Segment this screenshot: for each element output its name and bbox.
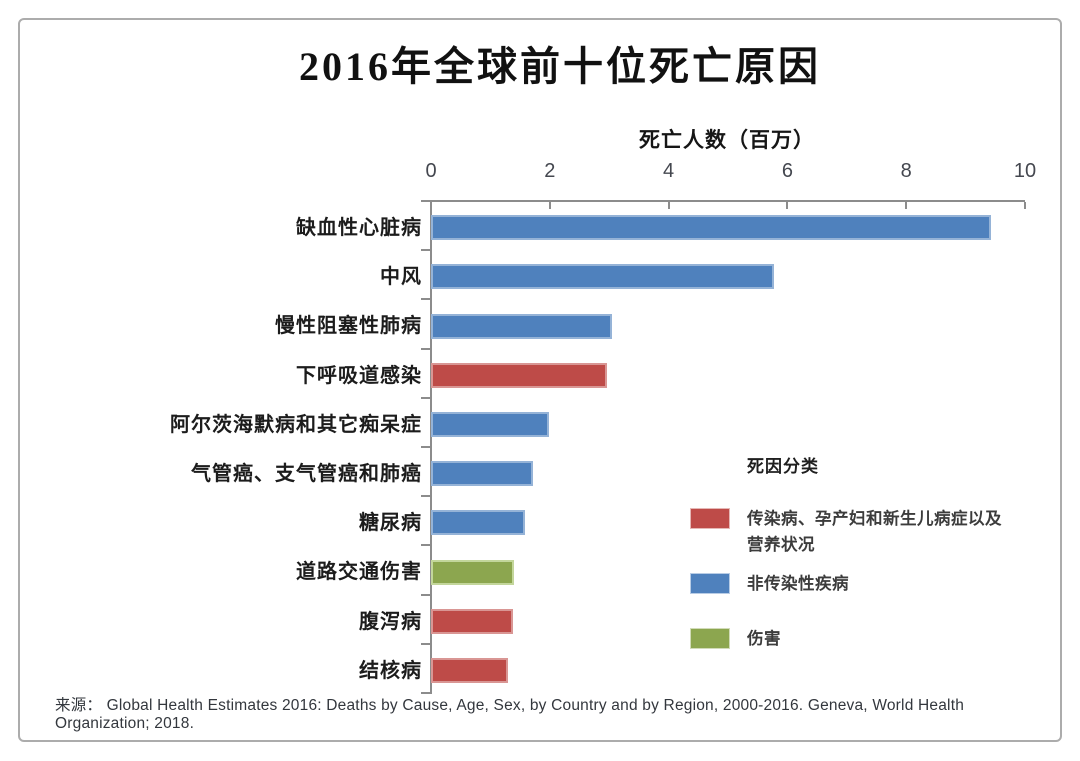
category-label: 慢性阻塞性肺病 bbox=[275, 315, 422, 338]
legend-entry: 传染病、孕产妇和新生儿病症以及 营养状况 bbox=[690, 506, 1062, 559]
x-axis-title: 死亡人数（百万） bbox=[639, 129, 815, 152]
y-axis-tick-mark bbox=[421, 249, 430, 252]
x-axis-tick-mark bbox=[786, 202, 789, 209]
legend: 死因分类 传染病、孕产妇和新生儿病症以及 营养状况非传染性疾病 伤害 bbox=[690, 452, 1062, 649]
bar bbox=[431, 362, 607, 388]
x-axis-tick-label: 4 bbox=[663, 160, 675, 182]
legend-label: 传染病、孕产妇和新生儿病症以及 营养状况 bbox=[747, 510, 1002, 555]
category-label: 阿尔茨海默病和其它痴呆症 bbox=[170, 413, 422, 436]
bar bbox=[431, 215, 992, 241]
legend-swatch-injury bbox=[690, 628, 730, 649]
chart-title: 2016年全球前十位死亡原因 bbox=[299, 44, 821, 89]
category-label: 气管癌、支气管癌和肺癌 bbox=[191, 463, 422, 486]
y-axis-tick-mark bbox=[421, 593, 430, 596]
y-axis-tick-mark bbox=[421, 347, 430, 350]
y-axis-tick-mark bbox=[421, 298, 430, 301]
y-axis-tick-mark bbox=[421, 200, 430, 202]
bar bbox=[431, 313, 612, 339]
x-axis-tick-mark bbox=[430, 202, 432, 209]
x-axis-tick-mark bbox=[548, 202, 551, 209]
x-axis-tick-label: 8 bbox=[900, 160, 912, 182]
x-axis-tick-label: 10 bbox=[1013, 160, 1037, 182]
bar bbox=[431, 264, 775, 290]
x-axis-tick-mark bbox=[905, 202, 908, 209]
y-axis-tick-mark bbox=[421, 544, 430, 547]
legend-swatch-ncd bbox=[690, 573, 730, 594]
category-label: 中风 bbox=[380, 266, 422, 289]
y-axis-tick-mark bbox=[421, 495, 430, 498]
category-label: 腹泻病 bbox=[359, 610, 422, 633]
y-axis-tick-mark bbox=[421, 692, 430, 694]
legend-label: 非传染性疾病 bbox=[747, 575, 849, 593]
bar bbox=[431, 411, 550, 437]
y-axis-tick-mark bbox=[421, 642, 430, 645]
legend-swatch-communicable bbox=[690, 508, 730, 529]
source-note: 来源： Global Health Estimates 2016: Deaths… bbox=[55, 697, 965, 732]
category-label: 糖尿病 bbox=[359, 512, 422, 535]
y-axis-line bbox=[430, 200, 432, 694]
bar bbox=[431, 608, 513, 634]
x-axis-tick-label: 2 bbox=[544, 160, 556, 182]
category-label: 道路交通伤害 bbox=[296, 561, 422, 584]
bar bbox=[431, 461, 533, 487]
x-axis-line bbox=[431, 200, 1025, 202]
x-axis-tick-label: 0 bbox=[425, 160, 437, 182]
category-label: 下呼吸道感染 bbox=[296, 364, 422, 387]
legend-entry: 非传染性疾病 bbox=[690, 571, 1062, 597]
legend-title: 死因分类 bbox=[747, 457, 819, 476]
bar bbox=[431, 657, 508, 683]
legend-label: 伤害 bbox=[747, 630, 781, 648]
x-axis-tick-mark bbox=[667, 202, 670, 209]
x-axis-tick-mark bbox=[1024, 202, 1026, 209]
legend-entry: 伤害 bbox=[690, 626, 1062, 652]
category-label: 缺血性心脏病 bbox=[296, 217, 422, 240]
y-axis-tick-mark bbox=[421, 446, 430, 448]
x-axis-tick-label: 6 bbox=[781, 160, 793, 182]
y-axis-tick-mark bbox=[421, 396, 430, 399]
bar bbox=[431, 510, 526, 536]
bar bbox=[431, 559, 515, 585]
category-label: 结核病 bbox=[359, 659, 422, 682]
